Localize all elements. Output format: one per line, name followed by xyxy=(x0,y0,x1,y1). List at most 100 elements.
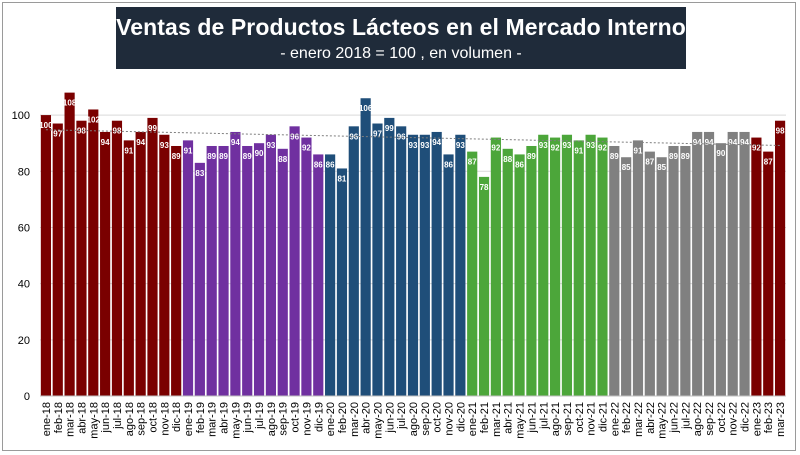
data-label: 86 xyxy=(326,160,335,169)
data-label: 102 xyxy=(87,115,101,124)
data-label: 89 xyxy=(610,152,619,161)
data-label: 91 xyxy=(124,146,133,155)
bar xyxy=(384,117,395,397)
data-label: 89 xyxy=(219,152,228,161)
data-label: 91 xyxy=(634,146,643,155)
x-tick-label: feb-18 xyxy=(53,402,65,433)
bar xyxy=(147,117,158,397)
data-label: 89 xyxy=(669,152,678,161)
data-label: 89 xyxy=(243,152,252,161)
x-tick-label: nov-19 xyxy=(301,402,313,436)
bar xyxy=(774,120,786,396)
data-label: 93 xyxy=(420,141,429,150)
bar xyxy=(348,126,359,396)
bar xyxy=(455,134,466,396)
bar xyxy=(336,168,348,396)
x-tick-label: jun-22 xyxy=(669,402,681,434)
bar xyxy=(40,115,52,396)
data-label: 97 xyxy=(373,130,382,139)
data-label: 98 xyxy=(113,127,122,136)
x-tick-label: feb-21 xyxy=(479,402,491,433)
bar xyxy=(538,134,549,396)
bar xyxy=(289,126,300,396)
bar xyxy=(123,140,134,396)
data-label: 91 xyxy=(184,146,193,155)
data-label: 94 xyxy=(728,138,737,147)
bar xyxy=(597,137,608,396)
data-label: 85 xyxy=(657,163,666,172)
chart-title-box: Ventas de Productos Lácteos en el Mercad… xyxy=(116,7,686,69)
data-label: 93 xyxy=(539,141,548,150)
bar xyxy=(763,151,774,396)
x-tick-label: ene-22 xyxy=(609,402,621,436)
x-tick-label: ago-20 xyxy=(408,402,420,436)
data-label: 89 xyxy=(681,152,690,161)
data-label: 94 xyxy=(705,138,714,147)
y-tick-label: 0 xyxy=(24,391,30,403)
data-label: 92 xyxy=(752,144,761,153)
x-tick-label: may-20 xyxy=(372,402,384,439)
x-tick-label: abr-19 xyxy=(219,402,231,434)
data-label: 100 xyxy=(39,121,53,130)
x-tick-label: jul-19 xyxy=(254,402,266,430)
x-tick-label: feb-23 xyxy=(763,402,775,433)
x-tick-label: abr-20 xyxy=(361,402,373,434)
bar xyxy=(431,131,442,397)
data-label: 85 xyxy=(622,163,631,172)
data-label: 89 xyxy=(207,152,216,161)
data-label: 88 xyxy=(278,155,287,164)
bar xyxy=(206,145,217,396)
bar xyxy=(194,162,205,396)
bar xyxy=(407,134,419,396)
x-tick-label: nov-20 xyxy=(444,402,456,436)
bar xyxy=(680,145,691,396)
data-label: 98 xyxy=(776,127,785,136)
x-tick-label: ago-19 xyxy=(266,402,278,436)
bar xyxy=(561,134,573,396)
bar xyxy=(76,120,87,396)
bar xyxy=(550,137,561,396)
bar xyxy=(443,154,454,396)
bar xyxy=(313,154,324,396)
data-label: 90 xyxy=(255,149,264,158)
x-tick-label: may-19 xyxy=(230,402,242,439)
x-tick-label: jul-20 xyxy=(396,402,408,430)
data-label: 92 xyxy=(598,144,607,153)
x-tick-label: mar-23 xyxy=(775,402,787,437)
x-tick-label: dic-21 xyxy=(597,402,609,432)
x-tick-label: feb-19 xyxy=(195,402,207,433)
data-label: 87 xyxy=(468,158,477,167)
data-label: 98 xyxy=(77,127,86,136)
x-tick-label: nov-21 xyxy=(586,402,598,436)
data-label: 91 xyxy=(574,146,583,155)
x-tick-label: may-21 xyxy=(515,402,527,439)
y-tick-label: 40 xyxy=(18,279,30,291)
x-tick-label: dic-18 xyxy=(171,402,183,432)
x-tick-label: jul-21 xyxy=(538,402,550,430)
chart-title: Ventas de Productos Lácteos en el Mercad… xyxy=(116,14,686,40)
x-tick-label: may-18 xyxy=(88,402,100,439)
data-label: 92 xyxy=(302,144,311,153)
x-tick-label: dic-20 xyxy=(455,402,467,432)
data-label: 83 xyxy=(195,169,204,178)
y-tick-label: 20 xyxy=(18,335,30,347)
data-label: 92 xyxy=(551,144,560,153)
x-tick-label: abr-21 xyxy=(503,402,515,434)
bar xyxy=(644,151,655,396)
x-tick-label: ago-18 xyxy=(124,402,136,436)
data-label: 81 xyxy=(337,174,346,183)
bar xyxy=(703,131,715,397)
data-label: 96 xyxy=(397,132,406,141)
data-label: 78 xyxy=(480,183,489,192)
bar xyxy=(111,120,123,396)
x-tick-label: jun-18 xyxy=(100,402,112,434)
data-label: 92 xyxy=(491,144,500,153)
bar xyxy=(218,145,229,396)
x-tick-label: sep-20 xyxy=(420,402,432,436)
x-tick-label: sep-19 xyxy=(278,402,290,436)
x-tick-label: feb-22 xyxy=(621,402,633,433)
bar xyxy=(325,154,336,396)
x-tick-label: abr-22 xyxy=(645,402,657,434)
bar xyxy=(526,145,537,396)
